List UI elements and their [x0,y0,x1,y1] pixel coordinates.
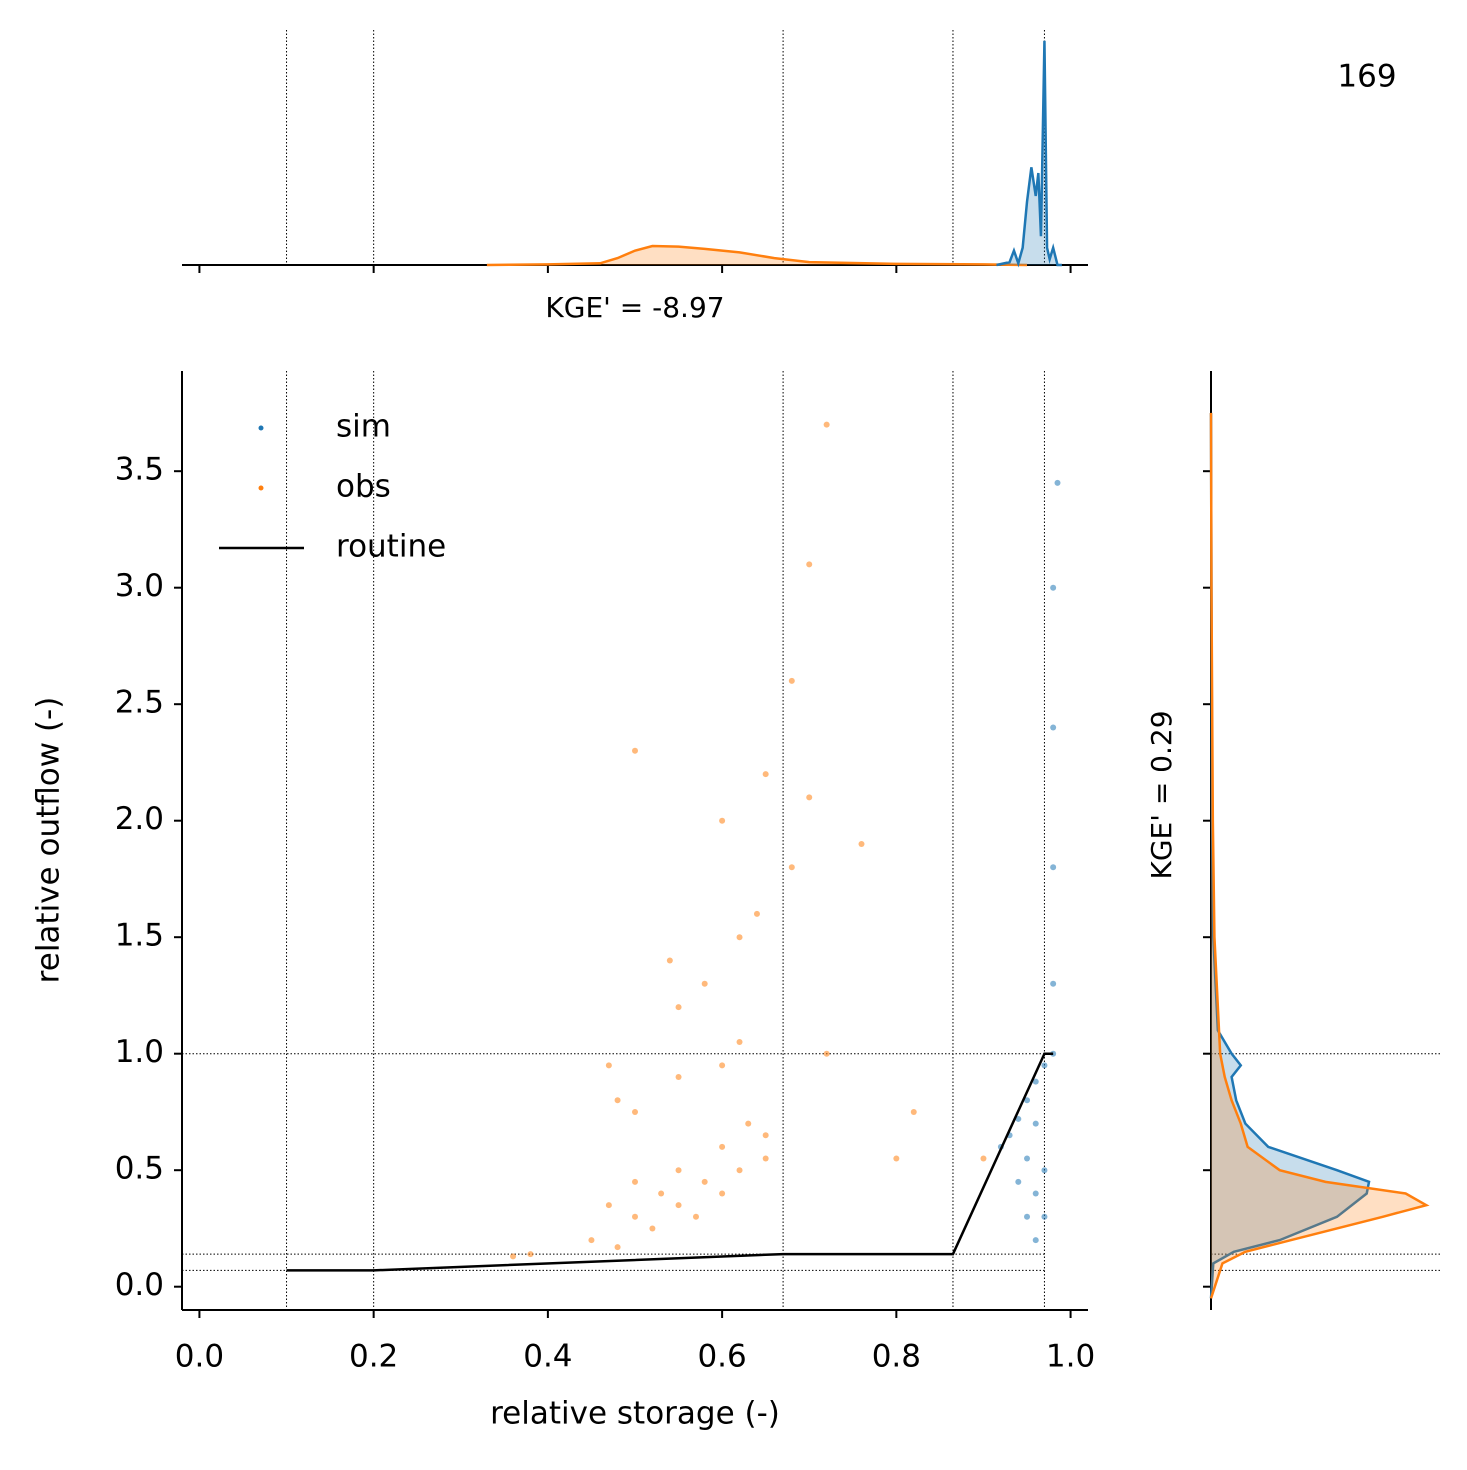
scatter-point [632,747,638,754]
scatter-point [675,1073,682,1080]
top-annotation: KGE' = -8.97 [545,291,724,324]
y-tick-label: 2.0 [115,801,164,837]
scatter-point [1050,584,1057,591]
scatter-point [719,1190,726,1197]
scatter-point [788,864,795,871]
right-annotation: KGE' = 0.29 [1145,710,1178,879]
scatter-point [632,1108,638,1115]
density-area [1211,412,1370,1299]
scatter-point [858,840,865,847]
scatter-point [788,677,795,684]
density-line [1209,412,1430,1299]
scatter-point [1050,980,1057,987]
scatter-point [1050,724,1057,731]
x-tick-label: 1.0 [1046,1339,1095,1375]
scatter-point [823,421,830,428]
y-tick-label: 0.0 [115,1267,164,1303]
x-tick-label: 0.4 [523,1339,572,1375]
scatter-point [510,1253,517,1260]
scatter-point [658,1190,665,1197]
scatter-point [806,561,813,568]
x-tick-label: 0.0 [175,1339,224,1375]
scatter-point [736,1167,743,1174]
scatter-point [1032,1237,1039,1244]
scatter-point [762,1155,769,1162]
legend-marker [258,425,264,431]
scatter-point [719,1062,726,1069]
legend-label: routine [336,529,446,565]
scatter-point [1024,1097,1031,1104]
density-area [996,40,1062,265]
scatter-point [675,1167,682,1174]
x-tick-label: 0.8 [872,1339,921,1375]
scatter-point [1024,1213,1031,1220]
scatter-point [1054,479,1061,486]
scatter-point [806,794,813,801]
scatter-point [762,1132,769,1139]
scatter-point [675,1004,682,1011]
scatter-point [632,1213,638,1220]
scatter-point [1032,1120,1039,1127]
scatter-point [893,1155,900,1162]
scatter-point [719,817,726,824]
scatter-point [1032,1078,1039,1085]
scatter-point [605,1062,612,1069]
scatter-point [762,771,769,778]
corner-label: 169 [1337,59,1396,95]
scatter-point [701,1178,708,1185]
x-tick-label: 0.6 [697,1339,746,1375]
y-tick-label: 1.0 [115,1034,164,1070]
scatter-point [823,1050,830,1057]
scatter-point [1024,1155,1031,1162]
scatter-point [736,1039,743,1046]
scatter-point [614,1097,621,1104]
scatter-point [980,1155,987,1162]
legend-marker [258,485,264,491]
x-tick-label: 0.2 [349,1339,398,1375]
scatter-point [632,1178,638,1185]
scatter-point [701,980,708,987]
scatter-point [588,1237,595,1244]
scatter-point [527,1251,534,1258]
y-tick-label: 3.5 [115,452,164,488]
scatter-point [753,910,760,917]
scatter-point [1015,1178,1022,1185]
legend-label: sim [336,409,391,445]
y-tick-label: 0.5 [115,1151,164,1187]
y-axis-label: relative outflow (-) [31,697,67,984]
scatter-point [910,1108,917,1115]
scatter-point [1041,1062,1048,1069]
scatter-point [614,1244,621,1251]
scatter-point [745,1120,752,1127]
scatter-point [719,1143,726,1150]
scatter-point [1041,1213,1048,1220]
scatter-point [692,1213,699,1220]
scatter-point [736,934,743,941]
density-line [486,244,1028,267]
x-axis-label: relative storage (-) [490,1396,780,1432]
scatter-point [1015,1115,1022,1122]
scatter-point [666,957,673,964]
y-tick-label: 2.5 [115,685,164,721]
scatter-point [675,1202,682,1209]
y-tick-label: 3.0 [115,568,164,604]
scatter-point [1050,864,1057,871]
scatter-point [649,1225,656,1232]
routine-line [286,1052,1054,1272]
y-tick-label: 1.5 [115,918,164,954]
scatter-point [605,1202,612,1209]
scatter-point [1032,1190,1039,1197]
legend-label: obs [336,469,391,505]
scatter-point [1041,1167,1048,1174]
density-line [996,40,1062,268]
